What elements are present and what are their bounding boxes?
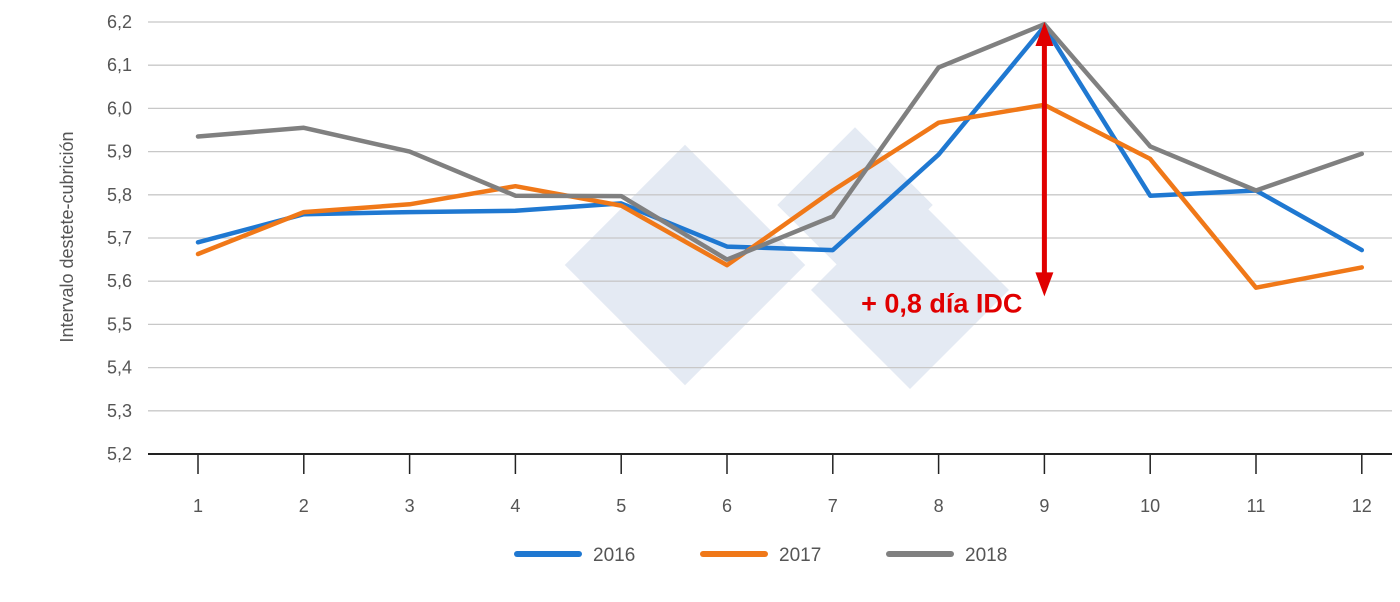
legend-item-2018: 2018 — [886, 545, 1007, 566]
x-tick-label: 5 — [616, 496, 626, 516]
annotation-text: + 0,8 día IDC — [861, 288, 1022, 318]
series-line-2016 — [195, 24, 1365, 253]
x-tick-label: 10 — [1140, 496, 1160, 516]
grid-lines — [148, 21, 1392, 412]
x-axis: 1 2 3 4 5 6 7 8 9 10 11 12 — [148, 453, 1392, 516]
x-tick-label: 3 — [405, 496, 415, 516]
y-tick-label: 5,3 — [107, 401, 132, 421]
y-tick-label: 6,2 — [107, 12, 132, 32]
legend-label: 2017 — [779, 545, 821, 566]
y-tick-label: 5,4 — [107, 358, 132, 378]
legend-item-2017: 2017 — [700, 545, 821, 566]
y-tick-label: 5,6 — [107, 271, 132, 291]
series-line-2017 — [195, 102, 1365, 290]
x-tick-label: 11 — [1247, 496, 1266, 516]
x-tick-label: 7 — [828, 496, 838, 516]
annotation-arrow-head-down — [1035, 272, 1054, 297]
watermark-logo — [564, 127, 1009, 389]
annotation-arrow-head-up — [1035, 22, 1054, 46]
y-tick-label: 6,0 — [107, 98, 132, 118]
x-tick-label: 9 — [1039, 496, 1049, 516]
y-tick-label: 5,2 — [107, 444, 132, 464]
y-tick-label: 5,8 — [107, 185, 132, 205]
legend: 2016 2017 2018 — [514, 545, 1007, 566]
y-tick-label: 5,7 — [107, 228, 132, 248]
x-tick-label: 8 — [934, 496, 944, 516]
x-tick-label: 1 — [193, 496, 203, 516]
y-tick-label: 5,5 — [107, 314, 132, 334]
x-tick-label: 12 — [1352, 496, 1372, 516]
x-tick-label: 6 — [722, 496, 732, 516]
legend-label: 2018 — [965, 545, 1007, 566]
x-tick-label: 4 — [510, 496, 520, 516]
annotation: + 0,8 día IDC — [861, 22, 1054, 318]
legend-label: 2016 — [593, 545, 635, 566]
series-line-2018 — [195, 21, 1365, 262]
y-tick-label: 6,1 — [107, 55, 132, 75]
y-axis: 5,2 5,3 5,4 5,5 5,6 5,7 5,8 5,9 6,0 6,1 6,2 — [107, 12, 132, 464]
y-axis-label: Intervalo destete-cubrición — [57, 131, 77, 342]
legend-item-2016: 2016 — [514, 545, 635, 566]
series-lines — [195, 21, 1365, 290]
y-tick-label: 5,9 — [107, 142, 132, 162]
x-tick-label: 2 — [299, 496, 309, 516]
